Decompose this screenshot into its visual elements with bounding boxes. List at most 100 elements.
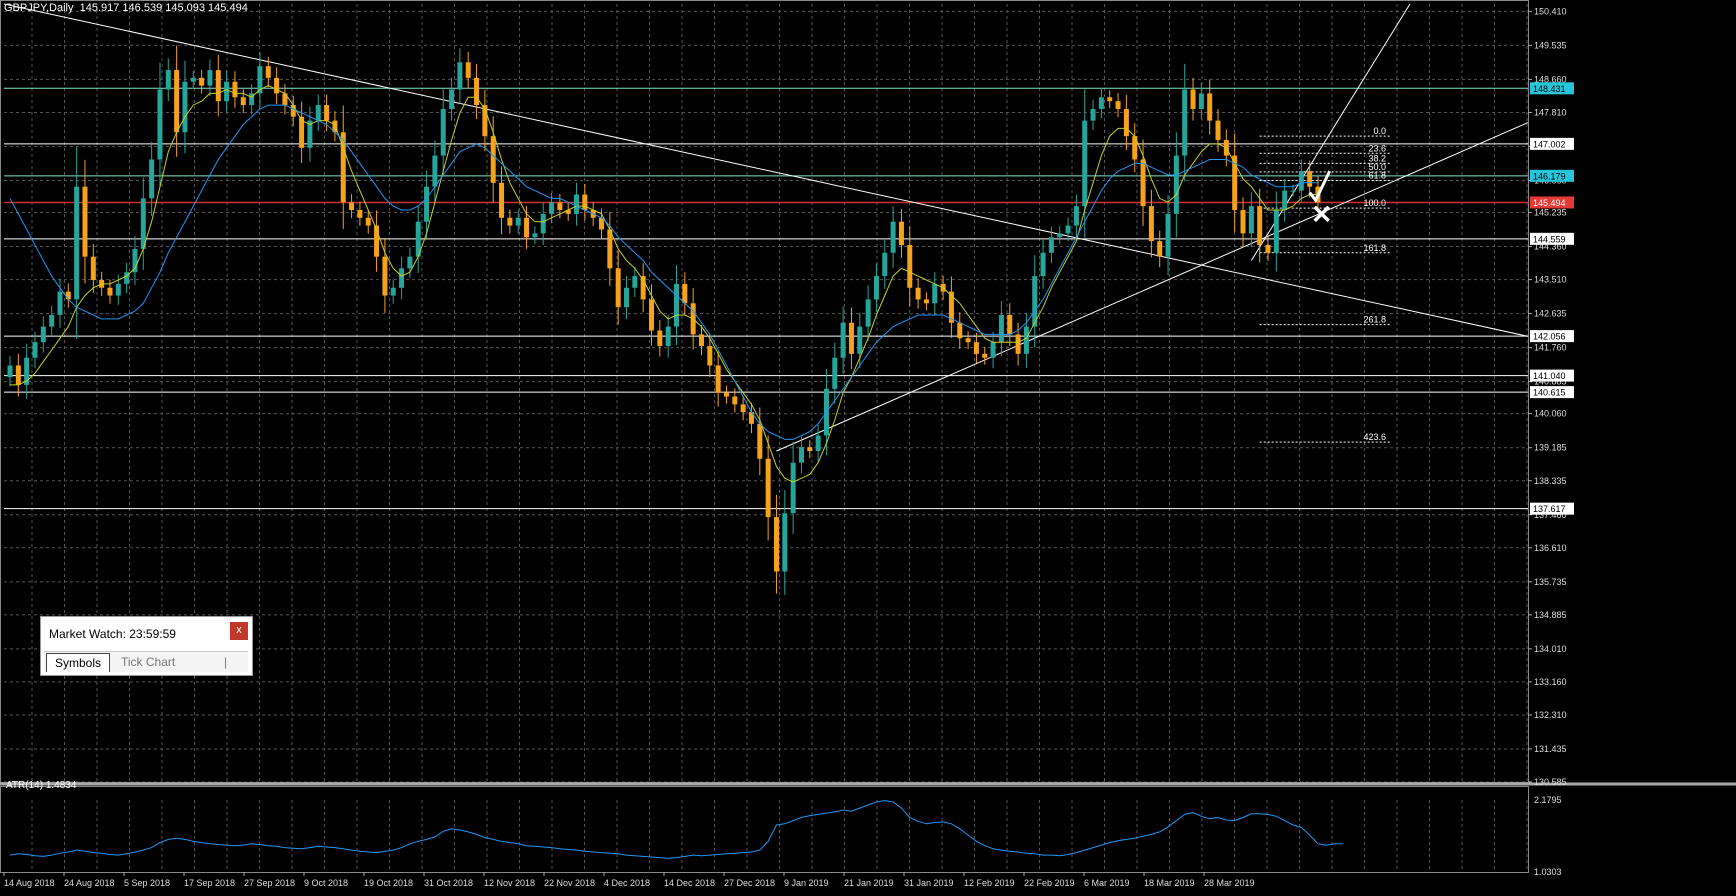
close-button[interactable]: x <box>230 622 248 640</box>
date-tick-label: 24 Aug 2018 <box>64 878 115 888</box>
candle-body <box>748 412 754 424</box>
moving-averages <box>9 85 1318 483</box>
candle-body <box>1207 93 1213 121</box>
candle-body <box>440 108 446 156</box>
candle-body <box>207 70 213 86</box>
candle-body <box>607 229 613 269</box>
candle-body <box>1282 190 1288 211</box>
date-tick-label: 17 Sep 2018 <box>184 878 235 888</box>
candle-body <box>524 217 530 238</box>
date-tick-label: 4 Dec 2018 <box>604 878 650 888</box>
candle-body <box>274 77 280 94</box>
candle-body <box>107 287 113 296</box>
tab-tick-chart[interactable]: Tick Chart <box>121 655 176 669</box>
candle-body <box>1098 97 1104 109</box>
candle-body <box>140 198 146 249</box>
candle-body <box>649 299 655 331</box>
candle-body <box>923 299 929 304</box>
candle-body <box>399 268 405 288</box>
candle-body <box>898 221 904 245</box>
fibonacci-levels: 0.0 23.638.250.061.8 100.0 161.8 261.8 423.6 <box>1259 126 1390 443</box>
candle-body <box>90 256 96 280</box>
candle-body <box>382 256 388 296</box>
price-level-box-label: 146.179 <box>1533 171 1566 181</box>
candle-body <box>973 342 979 354</box>
candle-body <box>1190 89 1196 109</box>
candle-body <box>315 105 321 121</box>
price-tick-label: 148.660 <box>1534 74 1567 84</box>
candle-body <box>1040 252 1046 277</box>
market-watch-panel[interactable]: Market Watch: 23:59:59 x Symbols Tick Ch… <box>40 616 253 676</box>
fib-level-label: 61.8 <box>1368 170 1386 180</box>
candle-body <box>340 132 346 203</box>
candle-body <box>374 225 380 257</box>
candle-body <box>1215 120 1221 141</box>
price-tick-label: 136.610 <box>1534 543 1567 553</box>
price-tick-label: 144.360 <box>1534 242 1567 252</box>
atr-header: ATR(14) 1.4834 <box>6 780 77 791</box>
date-tick-label: 22 Feb 2019 <box>1024 878 1075 888</box>
price-tick-label: 141.760 <box>1534 343 1567 353</box>
candle-body <box>1290 190 1296 192</box>
candle-body <box>424 186 430 222</box>
candle-body <box>599 217 605 230</box>
candle-body <box>848 322 854 354</box>
candle-body <box>282 93 288 106</box>
date-tick-label: 14 Dec 2018 <box>664 878 715 888</box>
price-tick-label: 139.185 <box>1534 443 1567 453</box>
candle-body <box>1148 206 1154 242</box>
candle-body <box>165 70 171 90</box>
candle-body <box>1023 326 1029 354</box>
candle-body <box>965 338 971 343</box>
candle-body <box>615 268 621 308</box>
price-tick-label: 142.635 <box>1534 309 1567 319</box>
candle-body <box>1198 93 1204 109</box>
candle-body <box>915 287 921 300</box>
candle-body <box>390 287 396 296</box>
price-tick-label: 140.885 <box>1534 377 1567 387</box>
candle-body <box>840 322 846 358</box>
candle-body <box>324 105 330 121</box>
date-tick-label: 9 Oct 2018 <box>304 878 348 888</box>
price-level-box-label: 147.002 <box>1533 139 1566 149</box>
candle-body <box>807 447 813 452</box>
price-level-box-label: 142.056 <box>1533 332 1566 342</box>
tab-symbols[interactable]: Symbols <box>46 653 111 672</box>
fib-level-label: 261.8 <box>1363 315 1386 325</box>
chart-grid <box>0 0 1736 873</box>
candle-body <box>782 513 788 572</box>
candle-body <box>682 283 688 304</box>
candle-body <box>124 272 130 284</box>
atr-tick-label: 2.1795 <box>1534 795 1562 805</box>
candle-body <box>1115 101 1121 109</box>
price-tick-label: 137.460 <box>1534 510 1567 520</box>
candle-body <box>515 217 521 226</box>
candle-body <box>549 202 555 214</box>
candle-body <box>407 256 413 269</box>
candle-body <box>998 314 1004 343</box>
candle-body <box>1007 314 1013 335</box>
candle-body <box>40 326 46 343</box>
price-tick-label: 143.510 <box>1534 275 1567 285</box>
candle-body <box>1182 89 1188 156</box>
market-watch-title: Market Watch: 23:59:59 <box>49 627 176 641</box>
horizontal-lines <box>4 87 1528 510</box>
price-tick-label: 140.060 <box>1534 409 1567 419</box>
price-level-box <box>1530 369 1574 382</box>
date-tick-label: 27 Sep 2018 <box>244 878 295 888</box>
date-tick-label: 21 Jan 2019 <box>844 878 894 888</box>
atr-frame <box>0 786 1529 873</box>
candle-body <box>449 89 455 109</box>
candle-body <box>1232 155 1238 211</box>
candle-body <box>657 330 663 347</box>
atr-panel <box>9 800 1343 859</box>
candle-body <box>232 81 238 98</box>
candle-body <box>15 365 21 385</box>
candle-body <box>82 186 88 257</box>
price-level-box-label: 140.615 <box>1533 388 1566 398</box>
candle-body <box>115 283 121 296</box>
ma-slow-line <box>9 104 1318 440</box>
candle-body <box>432 155 438 187</box>
candle-body <box>1257 206 1263 245</box>
